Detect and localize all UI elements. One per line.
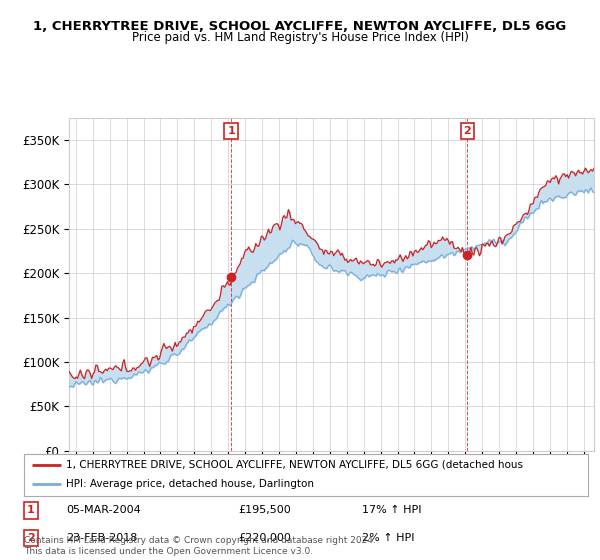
Text: 1: 1 [27, 506, 35, 515]
Text: 17% ↑ HPI: 17% ↑ HPI [362, 506, 422, 515]
Text: HPI: Average price, detached house, Darlington: HPI: Average price, detached house, Darl… [66, 479, 314, 489]
Text: 2: 2 [27, 533, 35, 543]
Text: 23-FEB-2018: 23-FEB-2018 [66, 533, 137, 543]
Text: £220,000: £220,000 [238, 533, 291, 543]
Text: £195,500: £195,500 [238, 506, 291, 515]
Text: 2: 2 [464, 126, 472, 136]
Text: 1, CHERRYTREE DRIVE, SCHOOL AYCLIFFE, NEWTON AYCLIFFE, DL5 6GG (detached hous: 1, CHERRYTREE DRIVE, SCHOOL AYCLIFFE, NE… [66, 460, 523, 470]
Text: 05-MAR-2004: 05-MAR-2004 [66, 506, 141, 515]
Text: 1, CHERRYTREE DRIVE, SCHOOL AYCLIFFE, NEWTON AYCLIFFE, DL5 6GG: 1, CHERRYTREE DRIVE, SCHOOL AYCLIFFE, NE… [34, 20, 566, 32]
Text: Contains HM Land Registry data © Crown copyright and database right 2024.
This d: Contains HM Land Registry data © Crown c… [24, 536, 376, 556]
Text: 1: 1 [227, 126, 235, 136]
Text: Price paid vs. HM Land Registry's House Price Index (HPI): Price paid vs. HM Land Registry's House … [131, 31, 469, 44]
Text: 2% ↑ HPI: 2% ↑ HPI [362, 533, 415, 543]
